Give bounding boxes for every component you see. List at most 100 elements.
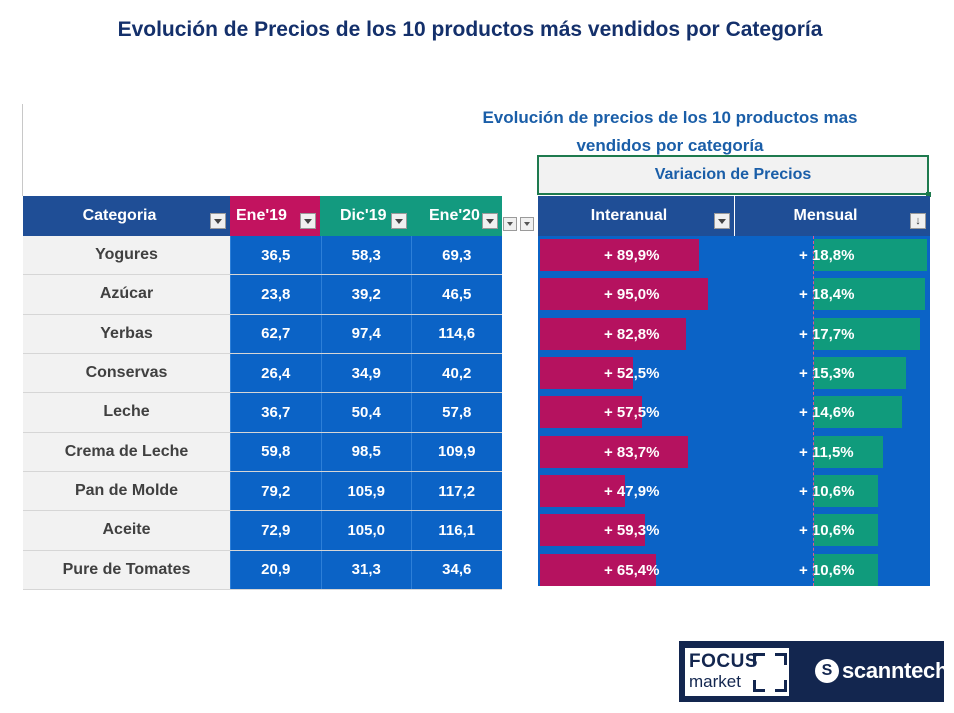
dic19-cell[interactable]: 31,3 — [320, 550, 411, 589]
scanntech-mark-icon: S — [815, 659, 839, 683]
categoria-cell[interactable]: Yerbas — [23, 314, 230, 353]
mensual-cell[interactable]: + 18,4% — [799, 286, 855, 304]
ene19-cell[interactable]: 79,2 — [230, 471, 321, 511]
filter-dropdown-icon[interactable] — [503, 217, 517, 231]
ene20-cell[interactable]: 117,2 — [411, 471, 502, 511]
categoria-cell[interactable]: Pan de Molde — [23, 471, 230, 511]
ene20-cell[interactable]: 46,5 — [411, 275, 502, 314]
mensual-cell[interactable]: + 10,6% — [799, 561, 855, 579]
ene20-cell[interactable]: 34,6 — [411, 550, 502, 589]
ene19-cell[interactable]: 62,7 — [230, 314, 321, 353]
mensual-bar — [814, 278, 925, 311]
mensual-cell[interactable]: + 10,6% — [799, 522, 855, 540]
interanual-cell[interactable]: + 47,9% — [604, 482, 660, 500]
frame-corner-icon — [753, 680, 765, 692]
table-row: Azúcar 23,8 39,2 46,5 — [23, 275, 502, 315]
variacion-row: + 59,3% + 10,6% — [538, 511, 930, 550]
table-row: Crema de Leche 59,8 98,5 109,9 — [23, 432, 502, 472]
mensual-cell[interactable]: + 17,7% — [799, 325, 855, 343]
categoria-cell[interactable]: Aceite — [23, 511, 230, 550]
interanual-cell[interactable]: + 89,9% — [604, 247, 660, 264]
scanntech-logo: S scanntech — [815, 658, 948, 684]
ene19-cell[interactable]: 36,5 — [230, 236, 321, 275]
interanual-bar — [540, 474, 625, 507]
categoria-cell[interactable]: Conservas — [23, 353, 230, 393]
ene19-cell[interactable]: 23,8 — [230, 275, 321, 314]
scanntech-logo-text: scanntech — [842, 658, 949, 683]
dic19-cell[interactable]: 97,4 — [320, 314, 411, 353]
mensual-bar — [814, 239, 927, 271]
table-row: Conservas 26,4 34,9 40,2 — [23, 353, 502, 394]
header-dic19[interactable]: Dic'19 — [320, 196, 411, 236]
dic19-cell[interactable]: 50,4 — [320, 393, 411, 432]
mensual-cell[interactable]: + 14,6% — [799, 404, 855, 422]
header-ene19-label: Ene'19 — [236, 207, 287, 224]
axis-dashed-line — [813, 236, 814, 586]
dic19-cell[interactable]: 34,9 — [320, 353, 411, 393]
ene20-cell[interactable]: 116,1 — [411, 511, 502, 550]
filter-dropdown-icon[interactable] — [520, 217, 534, 231]
mensual-bar — [814, 396, 902, 429]
variacion-row: + 47,9% + 10,6% — [538, 472, 930, 511]
interanual-cell[interactable]: + 65,4% — [604, 561, 660, 579]
sheet-title-line2: vendidos por categoría — [576, 136, 764, 155]
interanual-bar — [540, 239, 699, 271]
ene19-cell[interactable]: 36,7 — [230, 393, 321, 432]
interanual-cell[interactable]: + 82,8% — [604, 325, 660, 343]
filter-dropdown-icon[interactable] — [210, 213, 226, 229]
dic19-cell[interactable]: 105,0 — [320, 511, 411, 550]
categoria-cell[interactable]: Pure de Tomates — [23, 550, 230, 589]
table-row: Yogures 36,5 58,3 69,3 — [23, 236, 502, 276]
dic19-cell[interactable]: 98,5 — [320, 432, 411, 471]
header-ene19[interactable]: Ene'19 — [230, 196, 320, 236]
mensual-bar — [814, 317, 921, 350]
filter-dropdown-icon[interactable] — [300, 213, 316, 229]
categoria-cell[interactable]: Crema de Leche — [23, 432, 230, 471]
ene19-cell[interactable]: 20,9 — [230, 550, 321, 589]
dic19-cell[interactable]: 39,2 — [320, 275, 411, 314]
mensual-cell[interactable]: + 10,6% — [799, 482, 855, 500]
header-ene20[interactable]: Ene'20 — [411, 196, 502, 236]
frame-corner-icon — [775, 653, 787, 665]
variacion-precios-header[interactable]: Variacion de Precios — [537, 155, 931, 197]
price-table: Yogures 36,5 58,3 69,3 Azúcar 23,8 39,2 … — [23, 236, 502, 590]
header-categoria[interactable]: Categoria — [23, 196, 230, 236]
filter-dropdown-icon[interactable] — [714, 213, 730, 229]
header-ene20-label: Ene'20 — [429, 207, 480, 224]
ene19-cell[interactable]: 26,4 — [230, 353, 321, 393]
ene19-cell[interactable]: 59,8 — [230, 432, 321, 471]
table-row: Yerbas 62,7 97,4 114,6 — [23, 314, 502, 354]
fill-handle[interactable] — [926, 192, 931, 197]
dic19-cell[interactable]: 105,9 — [320, 471, 411, 511]
categoria-cell[interactable]: Azúcar — [23, 275, 230, 314]
sort-descending-icon[interactable] — [910, 213, 926, 229]
mensual-bar — [814, 553, 878, 586]
page-title: Evolución de Precios de los 10 productos… — [117, 18, 823, 41]
sheet-title-line1: Evolución de precios de los 10 productos… — [482, 108, 858, 127]
ene20-cell[interactable]: 69,3 — [411, 236, 502, 275]
variacion-row: + 89,9% + 18,8% — [538, 236, 930, 275]
interanual-cell[interactable]: + 83,7% — [604, 443, 660, 461]
table-row: Pure de Tomates 20,9 31,3 34,6 — [23, 550, 502, 590]
header-mensual[interactable]: Mensual — [735, 196, 930, 236]
logo-banner: FOCUS market S scanntech — [679, 641, 948, 702]
interanual-cell[interactable]: + 95,0% — [604, 286, 660, 304]
ene19-cell[interactable]: 72,9 — [230, 511, 321, 550]
filter-dropdown-icon[interactable] — [391, 213, 407, 229]
categoria-cell[interactable]: Yogures — [23, 236, 230, 275]
ene20-cell[interactable]: 57,8 — [411, 393, 502, 432]
ene20-cell[interactable]: 114,6 — [411, 314, 502, 353]
interanual-cell[interactable]: + 59,3% — [604, 522, 660, 540]
mensual-cell[interactable]: + 18,8% — [799, 247, 855, 264]
filter-dropdown-icon[interactable] — [482, 213, 498, 229]
dic19-cell[interactable]: 58,3 — [320, 236, 411, 275]
header-interanual[interactable]: Interanual — [538, 196, 734, 236]
variacion-row: + 82,8% + 17,7% — [538, 315, 930, 354]
categoria-cell[interactable]: Leche — [23, 393, 230, 432]
interanual-cell[interactable]: + 52,5% — [604, 364, 660, 382]
interanual-cell[interactable]: + 57,5% — [604, 404, 660, 422]
ene20-cell[interactable]: 109,9 — [411, 432, 502, 471]
mensual-cell[interactable]: + 11,5% — [799, 443, 854, 461]
mensual-cell[interactable]: + 15,3% — [799, 364, 855, 382]
ene20-cell[interactable]: 40,2 — [411, 353, 502, 393]
